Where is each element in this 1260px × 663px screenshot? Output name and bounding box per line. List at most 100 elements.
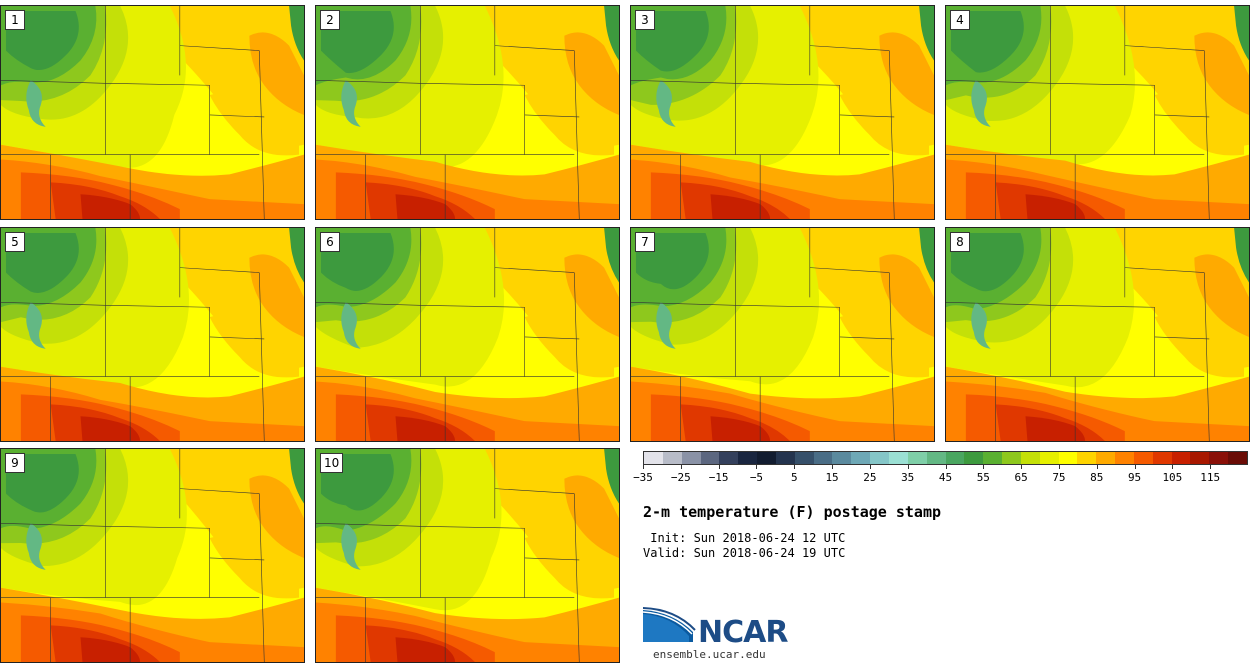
colorbar-tick-mark: [794, 465, 796, 469]
temperature-region: [209, 534, 300, 599]
state-boundary: [316, 302, 421, 306]
colorbar-bin: [964, 452, 984, 464]
temperature-region: [249, 254, 304, 337]
colorbar-bin: [907, 452, 927, 464]
colorbar-tick-label: 35: [901, 471, 915, 484]
temperature-region: [971, 80, 991, 127]
state-boundary: [809, 267, 890, 273]
temperature-region: [919, 228, 934, 283]
state-boundary: [573, 272, 580, 441]
colorbar-bin: [644, 452, 663, 464]
colorbar-tick-label: −15: [708, 471, 729, 484]
temperature-region: [289, 228, 304, 283]
colorbar-tick-label: 15: [825, 471, 839, 484]
colorbar-tick-mark: [1096, 465, 1098, 469]
colorbar-tick-mark: [1134, 465, 1136, 469]
colorbar-tick-mark: [756, 465, 758, 469]
state-boundary: [524, 557, 580, 561]
temperature-region: [564, 32, 619, 115]
colorbar-bin: [888, 452, 908, 464]
temperature-region: [971, 302, 991, 349]
temperature-map: [1, 228, 304, 441]
state-boundary: [209, 336, 265, 340]
temperature-region: [289, 449, 304, 504]
member-label: 4: [950, 10, 970, 30]
state-boundary: [1154, 336, 1210, 340]
state-boundary: [420, 304, 525, 308]
colorbar-bin: [832, 452, 852, 464]
colorbar-tick-label: 115: [1200, 471, 1221, 484]
temperature-map: [631, 6, 934, 219]
colorbar-tick-mark: [832, 465, 834, 469]
temperature-region: [710, 194, 771, 219]
colorbar-bin: [983, 452, 1003, 464]
colorbar-bin: [1228, 452, 1247, 464]
colorbar-tick-label: 105: [1162, 471, 1183, 484]
member-panel-7: 7: [630, 227, 935, 442]
member-label: 3: [635, 10, 655, 30]
logo-wordmark: NCAR: [698, 615, 788, 650]
colorbar-tick-mark: [718, 465, 720, 469]
state-boundary: [888, 50, 895, 219]
member-panel-2: 2: [315, 5, 620, 220]
state-boundary: [494, 45, 575, 51]
colorbar-tick-label: −25: [670, 471, 691, 484]
colorbar-bin: [813, 452, 833, 464]
colorbar-bin: [1077, 452, 1097, 464]
state-boundary: [1050, 82, 1155, 86]
temperature-region: [1194, 254, 1249, 337]
state-boundary: [1050, 304, 1155, 308]
state-boundary: [209, 557, 265, 561]
colorbar-tick-label: 55: [976, 471, 990, 484]
state-boundary: [573, 493, 580, 662]
temperature-map: [1, 449, 304, 662]
state-boundary: [1203, 272, 1210, 441]
colorbar-bin: [775, 452, 795, 464]
temperature-region: [26, 302, 46, 349]
colorbar-bin: [1190, 452, 1210, 464]
member-label: 2: [320, 10, 340, 30]
state-boundary: [105, 304, 210, 308]
state-boundary: [524, 114, 580, 118]
colorbar-bin: [1152, 452, 1172, 464]
state-boundary: [1203, 50, 1210, 219]
state-boundary: [524, 336, 580, 340]
temperature-region: [209, 313, 300, 378]
state-boundary: [258, 50, 265, 219]
colorbar-tick-label: 95: [1127, 471, 1142, 484]
temperature-region: [656, 80, 676, 127]
colorbar-bin: [1171, 452, 1191, 464]
temperature-region: [604, 449, 619, 504]
colorbar-tick-mark: [1021, 465, 1023, 469]
colorbar-tick-label: 85: [1090, 471, 1104, 484]
temperature-region: [341, 523, 361, 570]
member-label: 6: [320, 232, 340, 252]
state-boundary: [1, 523, 106, 527]
temperature-map: [631, 228, 934, 441]
colorbar-tick-mark: [643, 465, 644, 469]
colorbar-bin: [1115, 452, 1134, 464]
colorbar-bin: [1020, 452, 1040, 464]
colorbar-bin: [1002, 452, 1021, 464]
colorbar-tick-mark: [1058, 465, 1060, 469]
init-time: Init: Sun 2018-06-24 12 UTC: [643, 531, 846, 545]
temperature-region: [1025, 194, 1086, 219]
state-boundary: [839, 336, 895, 340]
state-boundary: [494, 267, 575, 273]
temperature-region: [1025, 416, 1086, 441]
state-boundary: [258, 493, 265, 662]
colorbar-tick-label: −5: [749, 471, 764, 484]
state-boundary: [179, 488, 260, 494]
logo-url: ensemble.ucar.edu: [653, 648, 766, 661]
colorbar-tick-label: 25: [863, 471, 877, 484]
colorbar-bin: [681, 452, 701, 464]
plot-title: 2-m temperature (F) postage stamp: [643, 503, 942, 521]
colorbar-tick-mark: [1172, 465, 1174, 469]
temperature-region: [656, 302, 676, 349]
temperature-region: [879, 254, 934, 337]
temperature-map: [946, 6, 1249, 219]
colorbar-bin: [870, 452, 889, 464]
state-boundary: [1, 80, 106, 84]
state-boundary: [1124, 267, 1205, 273]
temperature-region: [564, 254, 619, 337]
